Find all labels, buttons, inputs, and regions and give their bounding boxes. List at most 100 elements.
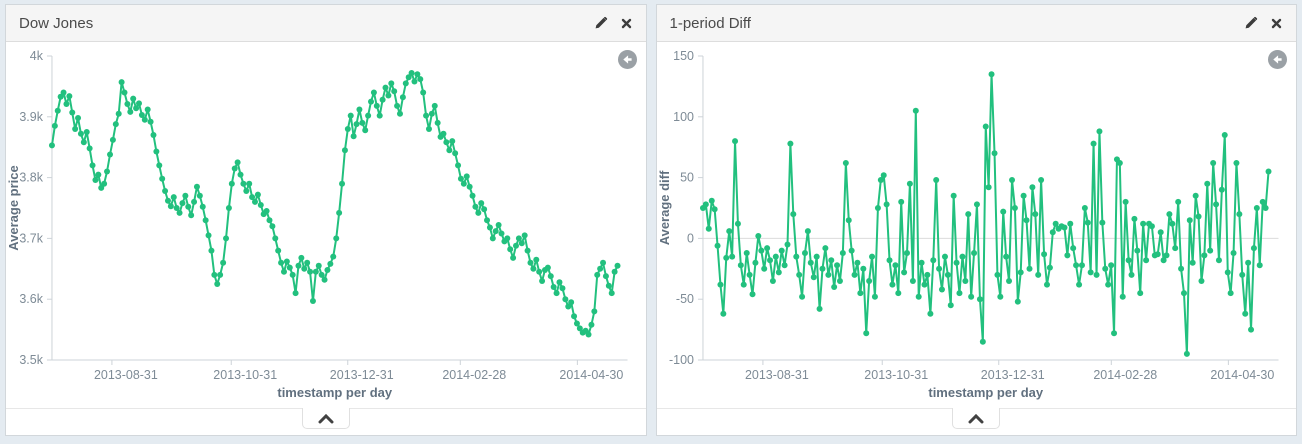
data-point: [1212, 201, 1219, 208]
data-point: [1075, 281, 1082, 288]
data-point: [414, 71, 421, 78]
data-point: [944, 271, 951, 278]
data-point: [798, 293, 805, 300]
data-point: [434, 119, 441, 126]
data-point: [763, 245, 770, 252]
data-point: [801, 250, 808, 256]
data-point: [1206, 247, 1213, 254]
data-point: [75, 115, 82, 121]
y-tick-label: 4k: [30, 49, 44, 63]
one-period-diff-line-chart[interactable]: 150 100 50 0 -50 -100 2013-08-31 2013-10-31 2013…: [657, 42, 1297, 400]
data-point: [775, 269, 782, 276]
dow-jones-line-chart[interactable]: 4k 3.9k 3.8k 3.7k 3.6k 3.5k 2013-08-31 2013-10-…: [6, 42, 646, 400]
data-point: [135, 100, 142, 107]
data-point: [1130, 215, 1137, 222]
data-point: [973, 201, 980, 208]
data-point: [1189, 259, 1196, 266]
data-point: [1046, 264, 1053, 271]
panel-title: Dow Jones: [19, 14, 94, 32]
y-axis-title: Average price: [6, 165, 21, 250]
data-point: [472, 203, 479, 210]
data-point: [705, 225, 712, 232]
data-point: [608, 290, 615, 297]
data-point: [533, 256, 540, 263]
data-point: [789, 211, 796, 218]
data-point: [795, 271, 802, 278]
data-point: [830, 284, 837, 290]
data-point: [778, 247, 785, 254]
back-arrow-icon[interactable]: [1268, 50, 1287, 69]
back-arrow-icon[interactable]: [617, 50, 637, 69]
data-point: [57, 93, 64, 100]
data-point: [344, 126, 351, 132]
data-point: [1026, 265, 1033, 272]
data-point: [708, 197, 715, 204]
panel-dow-jones: Dow Jones 4k 3.9k 3.8k 3.7k 3.6k 3.5k 2013-08-…: [5, 4, 647, 436]
data-point: [147, 118, 154, 125]
data-point: [1136, 290, 1143, 297]
data-point: [193, 183, 200, 190]
data-point: [1084, 219, 1091, 226]
y-tick-label: 100: [673, 110, 694, 124]
data-point: [455, 162, 462, 169]
data-point: [98, 184, 105, 191]
data-point: [460, 180, 467, 187]
data-point: [104, 168, 111, 175]
panel-header-drag-handle[interactable]: 1-period Diff: [656, 5, 1296, 42]
data-point: [402, 80, 409, 87]
data-point: [463, 173, 470, 180]
data-point: [784, 241, 790, 248]
data-point: [932, 177, 939, 183]
chart-area[interactable]: 150 100 50 0 -50 -100 2013-08-31 2013-10-31 2013…: [657, 42, 1297, 408]
data-point: [417, 76, 424, 83]
collapse-chevron-icon[interactable]: [952, 408, 1001, 429]
data-point: [153, 148, 160, 155]
close-icon[interactable]: [621, 18, 632, 29]
data-point: [347, 112, 354, 119]
data-point: [1122, 198, 1129, 205]
data-point: [1023, 217, 1030, 224]
data-point: [833, 262, 840, 269]
data-point: [1221, 132, 1228, 138]
data-point: [257, 202, 264, 208]
data-point: [918, 259, 925, 266]
data-point: [982, 123, 989, 130]
data-point: [958, 253, 965, 260]
collapse-chevron-icon[interactable]: [301, 408, 350, 429]
data-point: [1180, 290, 1187, 297]
data-point: [231, 165, 238, 172]
data-point: [888, 281, 895, 288]
data-point: [388, 80, 395, 87]
data-point: [1037, 177, 1044, 183]
panel-header-drag-handle[interactable]: Dow Jones: [6, 5, 646, 42]
data-point: [903, 250, 910, 256]
x-tick-label: 2014-04-30: [1210, 368, 1274, 382]
data-point: [162, 188, 169, 194]
data-point: [605, 282, 612, 289]
data-point: [594, 271, 601, 278]
close-icon[interactable]: [1271, 18, 1282, 29]
data-point: [513, 242, 519, 249]
data-point: [507, 246, 514, 253]
data-point: [167, 203, 174, 210]
data-point: [1200, 252, 1207, 259]
data-point: [107, 151, 114, 158]
data-point: [600, 259, 607, 266]
chart-area[interactable]: 4k 3.9k 3.8k 3.7k 3.6k 3.5k 2013-08-31 2013-10-…: [6, 42, 646, 408]
data-point: [362, 127, 369, 134]
edit-icon[interactable]: [1244, 16, 1258, 30]
data-point: [920, 281, 927, 288]
data-point: [970, 250, 977, 256]
data-point: [856, 290, 863, 297]
data-point: [1265, 168, 1272, 175]
data-point: [1087, 269, 1094, 276]
data-point: [307, 268, 314, 275]
data-point: [341, 147, 348, 154]
data-point: [929, 257, 936, 264]
data-point: [602, 273, 609, 280]
data-point: [425, 126, 432, 132]
edit-icon[interactable]: [594, 16, 608, 30]
data-point: [1017, 269, 1024, 276]
data-point: [731, 138, 738, 145]
data-point: [1157, 229, 1164, 236]
